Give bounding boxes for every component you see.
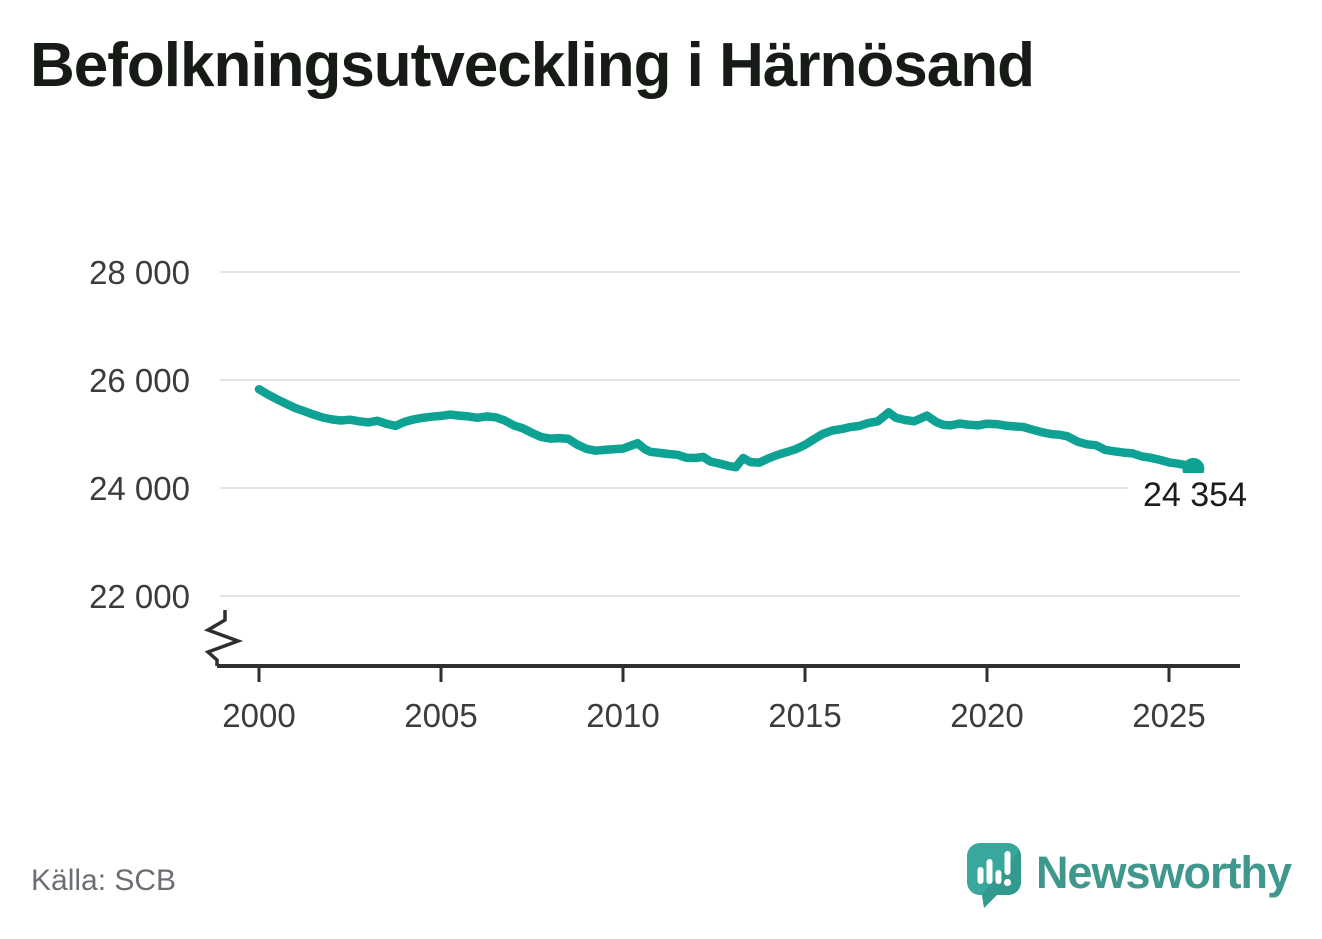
end-value-label: 24 354: [1143, 476, 1247, 514]
y-axis-label: 26 000: [89, 362, 190, 399]
y-axis-label: 24 000: [89, 470, 190, 507]
x-axis-label: 2015: [768, 697, 841, 734]
x-axis-label: 2020: [950, 697, 1023, 734]
x-axis-label: 2025: [1132, 697, 1205, 734]
page-title: Befolkningsutveckling i Härnösand: [30, 31, 1035, 100]
logo-bars-icon: [977, 851, 1012, 887]
x-axis-label: 2005: [404, 697, 477, 734]
newsworthy-logo-text: Newsworthy: [1035, 846, 1292, 898]
newsworthy-logo-icon: [966, 843, 1021, 908]
y-axis-label: 22 000: [89, 578, 190, 615]
population-data-line: [254, 384, 1198, 474]
axis-break-icon: [203, 610, 244, 666]
source-label: Källa: SCB: [31, 864, 177, 897]
end-value-label-backdrop: [1128, 473, 1252, 513]
x-axis-label: 2000: [222, 697, 295, 734]
y-axis-label: 28 000: [89, 254, 190, 291]
x-axis-label: 2010: [586, 697, 659, 734]
newsworthy-logo: Newsworthy: [966, 842, 1292, 910]
